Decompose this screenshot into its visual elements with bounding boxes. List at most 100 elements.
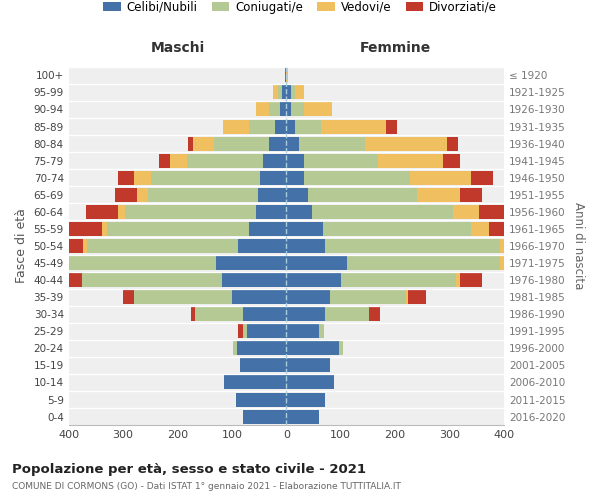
Bar <box>273 86 278 100</box>
Bar <box>159 154 170 168</box>
Bar <box>236 392 286 406</box>
Bar <box>295 86 304 100</box>
Bar <box>325 307 369 321</box>
Bar <box>489 222 545 236</box>
Bar <box>304 102 332 117</box>
Bar <box>125 205 256 219</box>
Y-axis label: Anni di nascita: Anni di nascita <box>572 202 585 290</box>
Bar <box>103 222 107 236</box>
Bar <box>118 205 125 219</box>
Bar <box>417 188 460 202</box>
Bar <box>30 256 61 270</box>
Bar <box>341 273 456 287</box>
Bar <box>295 120 321 134</box>
Bar <box>263 154 286 168</box>
Bar <box>286 256 347 270</box>
Bar <box>275 120 286 134</box>
Bar <box>151 170 260 184</box>
Bar <box>118 170 134 184</box>
Bar <box>278 86 282 100</box>
Bar <box>280 102 286 117</box>
Bar <box>410 170 471 184</box>
Bar <box>453 205 479 219</box>
Bar <box>26 239 83 253</box>
Bar <box>500 239 511 253</box>
Bar <box>195 307 243 321</box>
Bar <box>406 290 408 304</box>
Bar <box>191 307 195 321</box>
Bar <box>260 170 286 184</box>
Bar <box>61 256 63 270</box>
Bar <box>256 205 286 219</box>
Bar <box>286 102 290 117</box>
Bar <box>63 222 103 236</box>
Bar <box>443 154 460 168</box>
Legend: Celibi/Nubili, Coniugati/e, Vedovi/e, Divorziati/e: Celibi/Nubili, Coniugati/e, Vedovi/e, Di… <box>98 0 502 18</box>
Bar <box>471 222 489 236</box>
Bar <box>286 86 290 100</box>
Bar <box>215 256 286 270</box>
Bar <box>250 222 286 236</box>
Bar <box>188 136 193 150</box>
Bar <box>286 170 304 184</box>
Bar <box>214 136 269 150</box>
Bar <box>460 273 482 287</box>
Bar <box>319 324 325 338</box>
Bar <box>250 120 275 134</box>
Bar <box>408 290 425 304</box>
Bar <box>506 256 545 270</box>
Bar <box>232 290 286 304</box>
Bar <box>304 154 378 168</box>
Bar <box>286 307 325 321</box>
Bar <box>369 307 380 321</box>
Bar <box>286 342 338 355</box>
Bar <box>286 188 308 202</box>
Bar <box>347 256 500 270</box>
Bar <box>386 120 397 134</box>
Y-axis label: Fasce di età: Fasce di età <box>15 208 28 284</box>
Bar <box>223 120 250 134</box>
Bar <box>134 290 232 304</box>
Text: Maschi: Maschi <box>151 41 205 55</box>
Bar <box>325 239 500 253</box>
Bar <box>137 188 148 202</box>
Bar <box>286 410 319 424</box>
Bar <box>471 170 493 184</box>
Bar <box>313 205 453 219</box>
Bar <box>170 154 187 168</box>
Bar <box>378 154 443 168</box>
Bar <box>286 273 341 287</box>
Bar <box>286 222 323 236</box>
Bar <box>286 392 325 406</box>
Bar <box>187 154 263 168</box>
Bar <box>286 290 330 304</box>
Bar <box>83 239 87 253</box>
Bar <box>107 222 250 236</box>
Bar <box>286 154 304 168</box>
Bar <box>258 188 286 202</box>
Bar <box>479 205 523 219</box>
Bar <box>286 136 299 150</box>
Bar <box>193 136 214 150</box>
Bar <box>240 358 286 372</box>
Text: Popolazione per età, sesso e stato civile - 2021: Popolazione per età, sesso e stato civil… <box>12 462 366 475</box>
Bar <box>87 239 238 253</box>
Bar <box>243 324 247 338</box>
Bar <box>243 307 286 321</box>
Bar <box>323 222 471 236</box>
Bar <box>286 239 325 253</box>
Bar <box>134 170 151 184</box>
Bar <box>456 273 460 287</box>
Bar <box>286 120 295 134</box>
Bar <box>500 256 506 270</box>
Bar <box>115 188 137 202</box>
Bar <box>286 205 313 219</box>
Bar <box>460 188 482 202</box>
Bar <box>82 273 222 287</box>
Bar <box>64 273 82 287</box>
Text: COMUNE DI CORMONS (GO) - Dati ISTAT 1° gennaio 2021 - Elaborazione TUTTITALIA.IT: COMUNE DI CORMONS (GO) - Dati ISTAT 1° g… <box>12 482 401 491</box>
Bar <box>304 170 410 184</box>
Bar <box>290 86 295 100</box>
Bar <box>308 188 417 202</box>
Bar <box>338 342 343 355</box>
